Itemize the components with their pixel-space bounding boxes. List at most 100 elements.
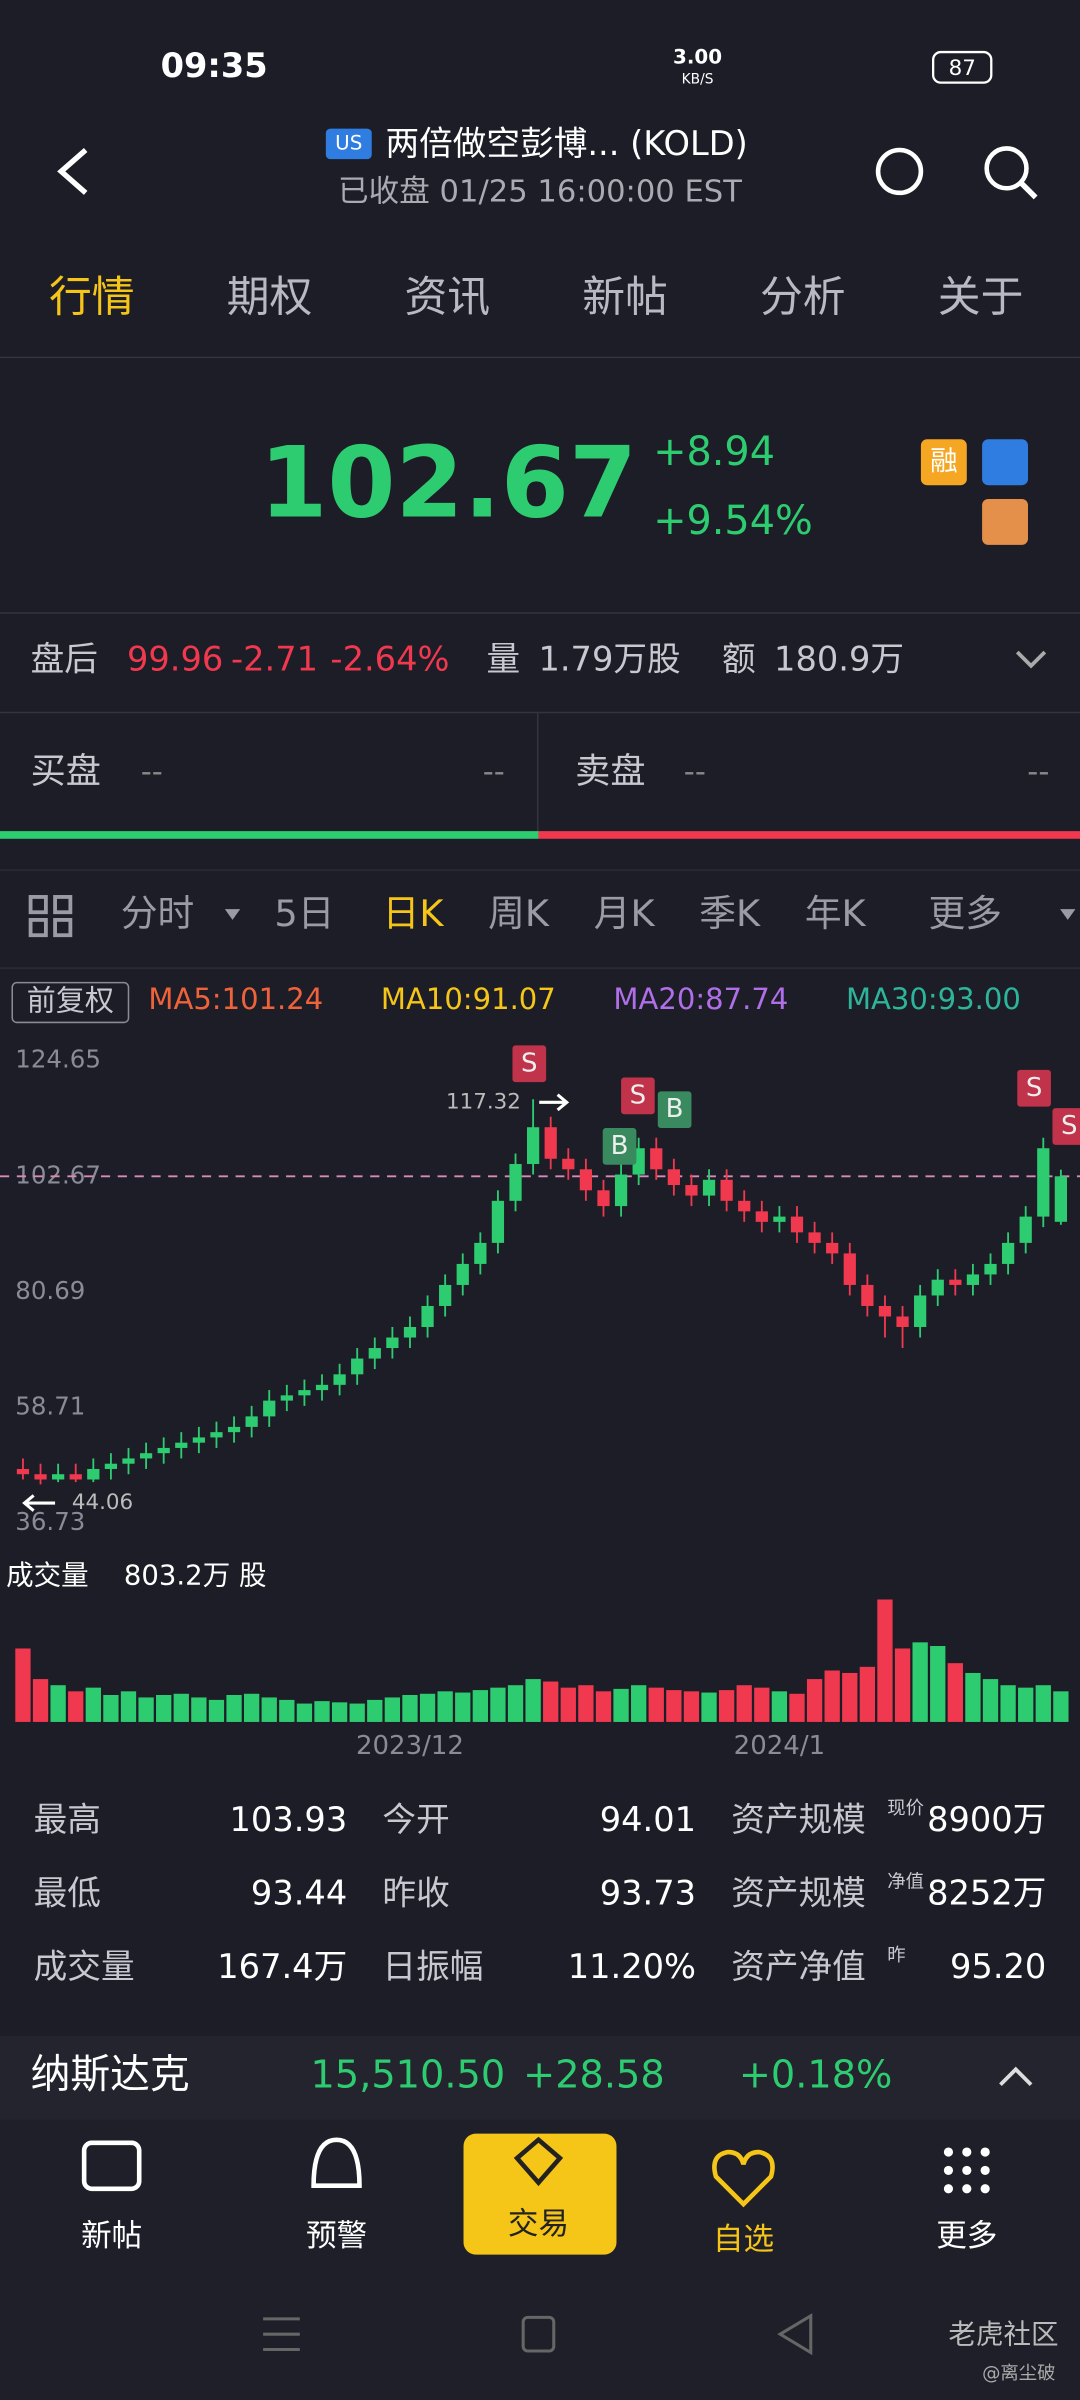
index-change-pct: +0.18% (739, 2053, 893, 2098)
volume-bar (560, 1687, 576, 1722)
stat-label: 昨收 (382, 1873, 449, 1912)
market-status: 已收盘 01/25 16:00:00 EST (338, 174, 742, 209)
tab[interactable]: 关于 (938, 272, 1024, 322)
tab[interactable]: 新帖 (582, 272, 668, 322)
volume-bar (1035, 1685, 1051, 1722)
expand-icon[interactable] (999, 2066, 1033, 2087)
period-tab[interactable]: 日K (383, 892, 445, 935)
candle-body (16, 1468, 30, 1475)
trade-marker[interactable] (1052, 1108, 1080, 1145)
volume-bar (701, 1692, 717, 1722)
candle-body (544, 1127, 557, 1159)
candle-body (315, 1384, 329, 1391)
ask-size: -- (1027, 754, 1049, 789)
candle-body (562, 1158, 575, 1170)
candle-body (368, 1348, 381, 1359)
expand-icon[interactable] (1015, 650, 1047, 669)
post-icon[interactable] (81, 2140, 142, 2192)
volume-bar (419, 1693, 436, 1722)
more-icon[interactable] (943, 2147, 990, 2194)
layer-icon[interactable] (982, 498, 1028, 545)
period-tab[interactable]: 季K (699, 892, 761, 935)
volume-bar (507, 1685, 524, 1722)
candle-body (914, 1295, 927, 1328)
candle-body (34, 1474, 47, 1480)
index-bar[interactable] (0, 2035, 1080, 2120)
candle-body (702, 1179, 716, 1196)
nav-label[interactable]: 预警 (306, 2219, 367, 2254)
divider (0, 356, 1080, 359)
period-tab[interactable]: 周K (488, 892, 550, 935)
nav-label[interactable]: 交易 (508, 2207, 569, 2242)
candle-body (843, 1253, 856, 1285)
stat-value: 8252万 (927, 1873, 1046, 1912)
watchlist-icon[interactable] (712, 2149, 775, 2208)
candle-body (579, 1169, 593, 1191)
stat-value: 95.20 (950, 1947, 1046, 1986)
tab[interactable]: 期权 (227, 272, 313, 322)
volume-text: 803.2万 股 (124, 1560, 267, 1592)
period-tab[interactable]: 月K (594, 892, 656, 935)
ma-legend: MA20:87.74 (613, 982, 788, 1016)
volume-bar (789, 1693, 805, 1722)
period-tab[interactable]: 年K (805, 892, 867, 935)
battery-frame (931, 50, 993, 84)
candle-body (685, 1185, 698, 1196)
adjust-label[interactable]: 前复权 (27, 984, 114, 1018)
market-badge (325, 128, 372, 160)
trade-marker[interactable] (621, 1077, 655, 1115)
tab[interactable]: 行情 (49, 272, 135, 322)
search-button[interactable] (984, 146, 1029, 191)
trade-marker[interactable] (512, 1045, 547, 1083)
low-label: 44.06 (72, 1490, 133, 1515)
stat-label: 成交量 (34, 1947, 135, 1986)
bid-label: 买盘 (31, 751, 101, 792)
trade-marker-text: S (1026, 1073, 1043, 1103)
candle-body (667, 1169, 680, 1186)
trade-button[interactable] (463, 2133, 617, 2255)
candle-body (650, 1148, 663, 1170)
volume-bar (138, 1697, 154, 1722)
watermark-user: @离尘破 (982, 2363, 1055, 2384)
volume-bar (226, 1695, 242, 1722)
flash-icon[interactable] (982, 439, 1028, 486)
candle-body (773, 1216, 786, 1222)
stat-value: 93.44 (251, 1873, 347, 1912)
stat-label: 最低 (34, 1873, 101, 1912)
x-tick-label: 2024/1 (734, 1731, 825, 1761)
tab[interactable]: 资讯 (404, 272, 490, 322)
back-button[interactable] (57, 147, 88, 195)
volume-bar (578, 1685, 594, 1722)
trade-marker[interactable] (1017, 1069, 1051, 1107)
index-value: 15,510.50 (311, 2053, 506, 2098)
nav-label[interactable]: 自选 (713, 2222, 774, 2257)
volume-bar (402, 1695, 418, 1722)
grid-icon[interactable] (28, 895, 73, 938)
candle-body (52, 1474, 65, 1480)
adjust-box[interactable] (11, 981, 130, 1024)
period-tab[interactable]: 5日 (274, 892, 334, 935)
trade-marker[interactable] (602, 1128, 637, 1165)
alert-icon[interactable] (311, 2137, 362, 2189)
nav-label[interactable]: 更多 (936, 2219, 997, 2254)
period-tab[interactable]: 更多 (929, 892, 1002, 935)
system-nav[interactable] (263, 2313, 813, 2356)
candle-body (526, 1127, 540, 1165)
volume-bar (50, 1685, 66, 1722)
margin-badge[interactable] (920, 439, 967, 486)
period-tab[interactable]: 分时 (121, 892, 194, 935)
candle-body (720, 1179, 733, 1201)
candle-body (509, 1164, 522, 1201)
candle-body (931, 1279, 944, 1296)
refresh-button[interactable] (875, 147, 924, 196)
trade-marker[interactable] (657, 1091, 692, 1129)
volume-bar (1018, 1687, 1034, 1722)
clock: 09:35 (161, 46, 268, 85)
volume-bar (243, 1693, 260, 1722)
candle-body (386, 1337, 399, 1349)
stat-label-sup: 现价 (887, 1798, 924, 1819)
tab[interactable]: 分析 (760, 272, 846, 322)
nav-label[interactable]: 新帖 (81, 2219, 142, 2254)
index-name[interactable]: 纳斯达克 (31, 2052, 190, 2098)
